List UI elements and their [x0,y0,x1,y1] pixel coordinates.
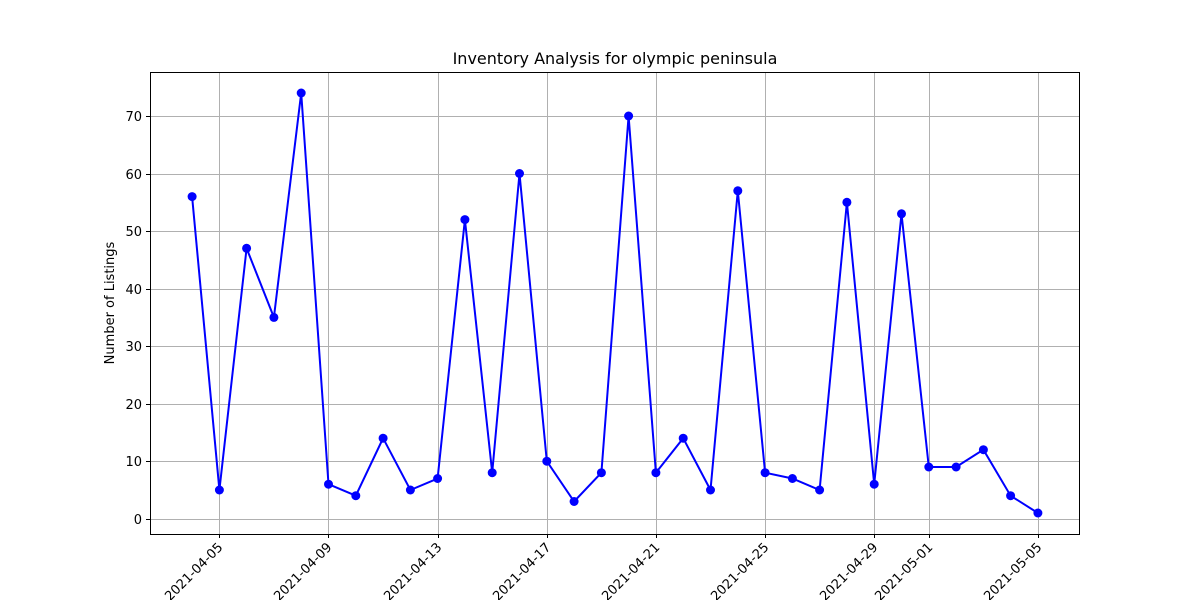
data-point [1033,508,1043,518]
data-point [978,445,988,455]
series-line [191,92,1039,514]
data-point [460,215,470,225]
series-layer [187,88,1043,518]
data-point [351,491,361,501]
data-point [487,468,497,478]
data-point [596,468,606,478]
data-point [542,456,552,466]
y-tick-label: 30 [125,340,142,355]
x-tick-label: 2021-04-17 [490,540,554,600]
x-tick-label: 2021-05-05 [981,540,1045,600]
data-point [187,192,197,202]
y-tick-label: 0 [134,513,142,528]
x-tick-label: 2021-04-13 [381,540,445,600]
data-point [324,479,333,489]
data-point [378,433,388,443]
data-point [624,111,634,121]
data-point [651,468,661,478]
y-tick-label: 20 [125,398,142,413]
data-point [214,485,224,495]
y-tick-label: 10 [125,455,142,470]
y-tick-label: 40 [125,283,142,298]
data-point [296,88,306,98]
x-tick-label: 2021-05-01 [872,540,936,600]
y-tick-label: 60 [125,168,142,183]
x-tick-label: 2021-04-09 [271,540,335,600]
data-point [515,169,524,178]
x-tick-label: 2021-04-25 [708,540,772,600]
data-point [897,209,906,219]
axis-ticks: 0 10 20 30 40 50 60 70 2021-04-05 2021-04-09 2021-… [125,110,1045,600]
data-point [951,462,961,472]
data-point [869,479,879,489]
data-point [706,485,715,495]
y-axis-label: Number of Listings [103,241,118,364]
data-point [787,474,797,483]
plot-frame [150,72,1080,535]
data-point [842,197,852,207]
data-point [733,186,743,196]
y-tick-label: 50 [125,225,142,240]
data-point [569,497,579,506]
x-tick-label: 2021-04-05 [162,540,226,600]
data-point [924,462,934,472]
y-tick-label: 70 [125,110,142,125]
data-point [678,433,688,443]
data-point [242,243,252,253]
data-point [433,474,443,483]
data-point [760,468,770,478]
data-point [1006,491,1016,501]
x-tick-label: 2021-04-29 [817,540,881,600]
data-point [269,312,279,322]
x-tick-label: 2021-04-21 [599,540,663,600]
data-point [815,485,825,495]
data-point [405,485,415,495]
chart-title: Inventory Analysis for olympic peninsula [453,49,778,68]
